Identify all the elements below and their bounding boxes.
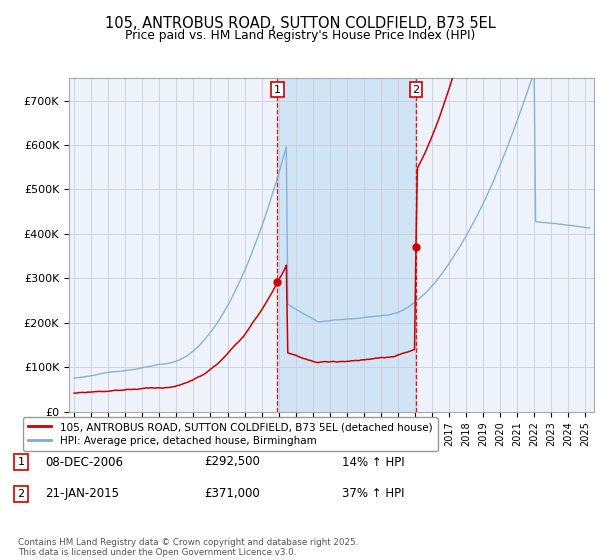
Text: Contains HM Land Registry data © Crown copyright and database right 2025.
This d: Contains HM Land Registry data © Crown c…	[18, 538, 358, 557]
Bar	[277, 78, 416, 412]
Text: 37% ↑ HPI: 37% ↑ HPI	[342, 487, 404, 501]
Text: £292,500: £292,500	[204, 455, 260, 469]
Text: 1: 1	[274, 85, 281, 95]
Text: 08-DEC-2006: 08-DEC-2006	[45, 455, 123, 469]
Text: £371,000: £371,000	[204, 487, 260, 501]
Text: 1: 1	[17, 457, 25, 467]
Text: 14% ↑ HPI: 14% ↑ HPI	[342, 455, 404, 469]
Text: Price paid vs. HM Land Registry's House Price Index (HPI): Price paid vs. HM Land Registry's House …	[125, 29, 475, 42]
Text: 2: 2	[412, 85, 419, 95]
Legend: 105, ANTROBUS ROAD, SUTTON COLDFIELD, B73 5EL (detached house), HPI: Average pri: 105, ANTROBUS ROAD, SUTTON COLDFIELD, B7…	[23, 417, 437, 451]
Text: 105, ANTROBUS ROAD, SUTTON COLDFIELD, B73 5EL: 105, ANTROBUS ROAD, SUTTON COLDFIELD, B7…	[104, 16, 496, 31]
Text: 2: 2	[17, 489, 25, 499]
Text: 21-JAN-2015: 21-JAN-2015	[45, 487, 119, 501]
